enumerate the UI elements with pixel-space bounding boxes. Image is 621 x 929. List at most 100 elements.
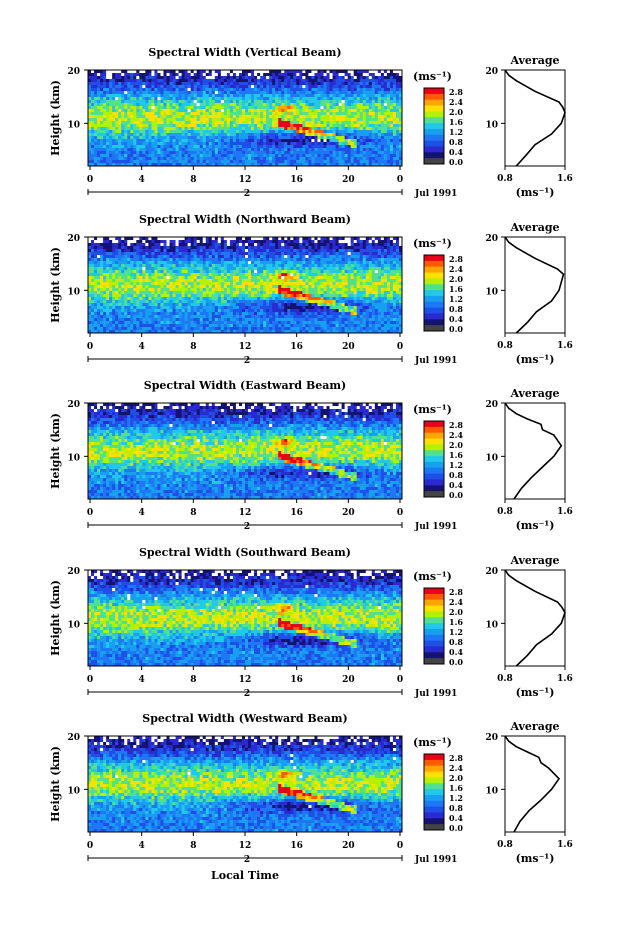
- heatmap-cell: [308, 160, 311, 163]
- heatmap-cell: [109, 303, 112, 306]
- heatmap-cell: [127, 124, 130, 127]
- heatmap-cell: [179, 312, 182, 315]
- heatmap-cell: [260, 85, 263, 88]
- heatmap-cell: [88, 100, 91, 103]
- heatmap-cell: [224, 300, 227, 303]
- heatmap-cell: [302, 160, 305, 163]
- heatmap-cell: [94, 73, 97, 76]
- heatmap-cell: [130, 145, 133, 148]
- heatmap-cell: [281, 85, 284, 88]
- heatmap-cell: [109, 76, 112, 79]
- heatmap-cell: [200, 151, 203, 154]
- heatmap-cell: [163, 88, 166, 91]
- heatmap-cell: [218, 103, 221, 106]
- heatmap-cell: [257, 79, 260, 82]
- heatmap-cell: [366, 88, 369, 91]
- heatmap-cell: [327, 142, 330, 145]
- heatmap-cell: [176, 264, 179, 267]
- heatmap-cell: [197, 82, 200, 85]
- heatmap-cell: [327, 85, 330, 88]
- heatmap-cell: [212, 270, 215, 273]
- heatmap-cell: [94, 249, 97, 252]
- heatmap-cell: [227, 279, 230, 282]
- heatmap-cell: [97, 142, 100, 145]
- heatmap-cell: [179, 136, 182, 139]
- heatmap-cell: [160, 103, 163, 106]
- heatmap-cell: [118, 145, 121, 148]
- heatmap-cell: [148, 148, 151, 151]
- heatmap-cell: [284, 154, 287, 157]
- heatmap-cell: [127, 94, 130, 97]
- heatmap-cell: [342, 73, 345, 76]
- heatmap-cell: [275, 82, 278, 85]
- heatmap-cell: [197, 297, 200, 300]
- heatmap-cell: [272, 85, 275, 88]
- heatmap-cell: [305, 121, 308, 124]
- heatmap-cell: [296, 76, 299, 79]
- heatmap-cell: [154, 103, 157, 106]
- heatmap-cell: [142, 79, 145, 82]
- heatmap-cell: [230, 312, 233, 315]
- heatmap-cell: [218, 327, 221, 330]
- heatmap-cell: [160, 267, 163, 270]
- heatmap-cell: [342, 100, 345, 103]
- heatmap-cell: [133, 318, 136, 321]
- heatmap-cell: [281, 103, 284, 106]
- heatmap-cell: [154, 160, 157, 163]
- heatmap-cell: [251, 73, 254, 76]
- heatmap-cell: [197, 148, 200, 151]
- heatmap-cell: [170, 273, 173, 276]
- heatmap-cell: [236, 148, 239, 151]
- heatmap-cell: [227, 243, 230, 246]
- heatmap-cell: [206, 103, 209, 106]
- heatmap-cell: [257, 112, 260, 115]
- heatmap-cell: [396, 106, 399, 109]
- heatmap-cell: [324, 94, 327, 97]
- heatmap-cell: [188, 151, 191, 154]
- heatmap-cell: [160, 246, 163, 249]
- heatmap-cell: [248, 139, 251, 142]
- heatmap-cell: [167, 267, 170, 270]
- heatmap-cell: [269, 91, 272, 94]
- heatmap-cell: [173, 285, 176, 288]
- heatmap-cell: [106, 70, 109, 73]
- heatmap-cell: [287, 121, 290, 124]
- heatmap-cell: [197, 288, 200, 291]
- heatmap-cell: [354, 94, 357, 97]
- heatmap-cell: [176, 279, 179, 282]
- heatmap-cell: [130, 79, 133, 82]
- heatmap-cell: [130, 121, 133, 124]
- heatmap-cell: [212, 309, 215, 312]
- heatmap-cell: [157, 297, 160, 300]
- heatmap-cell: [215, 109, 218, 112]
- heatmap-cell: [390, 136, 393, 139]
- heatmap-cell: [227, 327, 230, 330]
- heatmap-cell: [97, 297, 100, 300]
- heatmap-cell: [212, 255, 215, 258]
- heatmap-cell: [163, 291, 166, 294]
- heatmap-cell: [127, 130, 130, 133]
- heatmap-cell: [339, 79, 342, 82]
- heatmap-cell: [148, 285, 151, 288]
- heatmap-cell: [121, 142, 124, 145]
- heatmap-cell: [185, 121, 188, 124]
- heatmap-cell: [263, 79, 266, 82]
- heatmap-cell: [360, 85, 363, 88]
- heatmap-cell: [345, 151, 348, 154]
- heatmap-cell: [324, 91, 327, 94]
- heatmap-cell: [88, 237, 91, 240]
- heatmap-cell: [230, 91, 233, 94]
- heatmap-cell: [345, 70, 348, 73]
- heatmap-cell: [139, 294, 142, 297]
- heatmap-cell: [339, 154, 342, 157]
- heatmap-cell: [233, 106, 236, 109]
- heatmap-cell: [112, 115, 115, 118]
- heatmap-cell: [139, 124, 142, 127]
- heatmap-cell: [218, 85, 221, 88]
- heatmap-cell: [209, 148, 212, 151]
- heatmap-cell: [112, 109, 115, 112]
- heatmap-cell: [236, 258, 239, 261]
- heatmap-cell: [200, 103, 203, 106]
- heatmap-cell: [182, 276, 185, 279]
- heatmap-cell: [118, 91, 121, 94]
